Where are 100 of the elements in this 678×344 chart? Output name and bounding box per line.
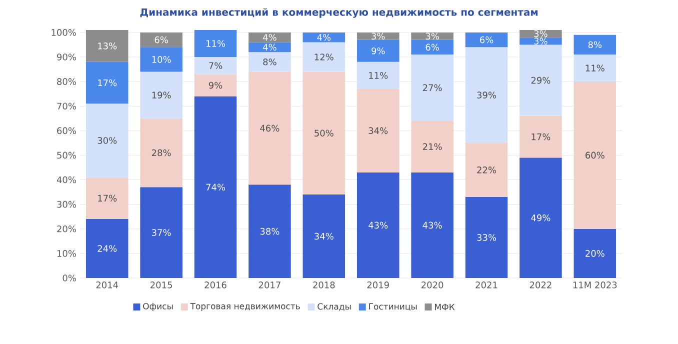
bar <box>140 32 182 48</box>
data-label: 34% <box>314 232 334 240</box>
x-tick-label: 2014 <box>96 282 118 288</box>
bar <box>194 96 237 278</box>
bar <box>411 120 454 172</box>
data-label: 27% <box>422 84 442 92</box>
bar <box>356 172 400 278</box>
bar <box>140 187 182 278</box>
bar <box>356 62 400 89</box>
data-label: 20% <box>586 250 604 257</box>
x-tick-label: 2022 <box>530 282 552 288</box>
data-label: 38% <box>260 228 280 235</box>
data-label: 8% <box>588 41 602 48</box>
data-label: 39% <box>477 92 496 98</box>
bar <box>411 32 454 40</box>
data-label: 4% <box>263 44 276 51</box>
data-label: 4% <box>317 34 331 41</box>
y-tick-label: 0% <box>62 274 76 282</box>
data-label: 43% <box>368 222 388 229</box>
data-label: 11% <box>586 64 604 72</box>
x-tick-label: 11M 2023 <box>573 282 617 288</box>
bar <box>574 34 616 55</box>
data-label: 43% <box>422 222 442 229</box>
bar <box>86 30 128 62</box>
data-label: 6% <box>426 44 439 51</box>
bar <box>520 116 562 158</box>
data-label: 9% <box>208 82 222 89</box>
bar <box>520 44 562 116</box>
y-tick-label: 10% <box>57 250 76 257</box>
data-label: 17% <box>98 79 117 86</box>
bar <box>140 118 182 188</box>
data-label: 7% <box>209 62 222 69</box>
bar <box>302 32 346 42</box>
bar <box>411 40 454 55</box>
data-label: 3% <box>534 30 548 38</box>
data-label: 4% <box>263 34 276 41</box>
bar <box>86 104 128 178</box>
data-label: 10% <box>152 56 171 63</box>
data-label: 12% <box>314 54 334 60</box>
data-label: 49% <box>531 214 550 222</box>
x-tick-label: 2018 <box>313 282 335 288</box>
bar <box>520 30 562 38</box>
data-label: 3% <box>534 38 548 44</box>
bar <box>194 74 237 96</box>
bar <box>248 72 291 185</box>
y-tick-label: 100% <box>52 29 76 36</box>
data-label: 50% <box>314 130 334 137</box>
data-label: 34% <box>368 127 388 134</box>
y-tick-label: 90% <box>57 54 76 60</box>
data-label: 11% <box>369 72 388 79</box>
data-label: 11% <box>206 40 226 47</box>
data-label: 60% <box>586 152 604 159</box>
data-label: 3% <box>372 32 385 40</box>
data-label: 37% <box>152 229 171 236</box>
data-label: 74% <box>206 184 226 191</box>
bar <box>356 40 400 62</box>
bar <box>140 47 182 72</box>
bar <box>248 42 291 52</box>
data-label: 24% <box>98 245 117 252</box>
y-tick-label: 60% <box>57 127 76 134</box>
data-label: 17% <box>98 194 117 202</box>
y-tick-label: 50% <box>57 152 76 159</box>
data-label: 46% <box>260 124 280 132</box>
bar <box>86 62 128 104</box>
y-tick-label: 80% <box>57 78 76 85</box>
chart-title: Динамика инвестиций в коммерческую недвижимость по сегментам <box>140 8 538 18</box>
bar <box>356 88 400 172</box>
bar <box>248 184 291 278</box>
bar <box>356 32 400 40</box>
y-tick-label: 30% <box>57 200 76 208</box>
y-tick-label: 20% <box>57 225 76 232</box>
data-label: 13% <box>98 42 117 50</box>
bar <box>465 47 508 143</box>
x-tick-label: 2017 <box>258 282 280 288</box>
data-label: 30% <box>98 137 117 144</box>
x-tick-label: 2020 <box>422 282 444 288</box>
data-label: 29% <box>531 76 550 84</box>
bar <box>465 32 508 48</box>
legend-label: Офисы <box>143 302 173 312</box>
data-label: 17% <box>532 133 550 140</box>
legend-label: Склады <box>318 303 351 311</box>
legend-label: Гостиницы <box>369 303 417 311</box>
bar <box>248 32 291 42</box>
data-label: 21% <box>422 143 442 150</box>
data-label: 19% <box>152 92 171 98</box>
bar <box>302 194 346 278</box>
data-label: 6% <box>154 36 168 44</box>
bar <box>411 172 454 278</box>
bar <box>140 72 182 118</box>
bar <box>574 54 616 82</box>
y-tick-label: 40% <box>56 176 76 184</box>
bar <box>520 158 562 278</box>
data-label: 9% <box>372 47 385 54</box>
bar <box>302 72 346 194</box>
bar <box>574 82 616 229</box>
x-tick-label: 2015 <box>150 282 172 288</box>
data-label: 3% <box>426 32 439 40</box>
data-label: 6% <box>480 36 494 44</box>
bar <box>194 30 237 57</box>
x-tick-label: 2021 <box>476 282 498 288</box>
